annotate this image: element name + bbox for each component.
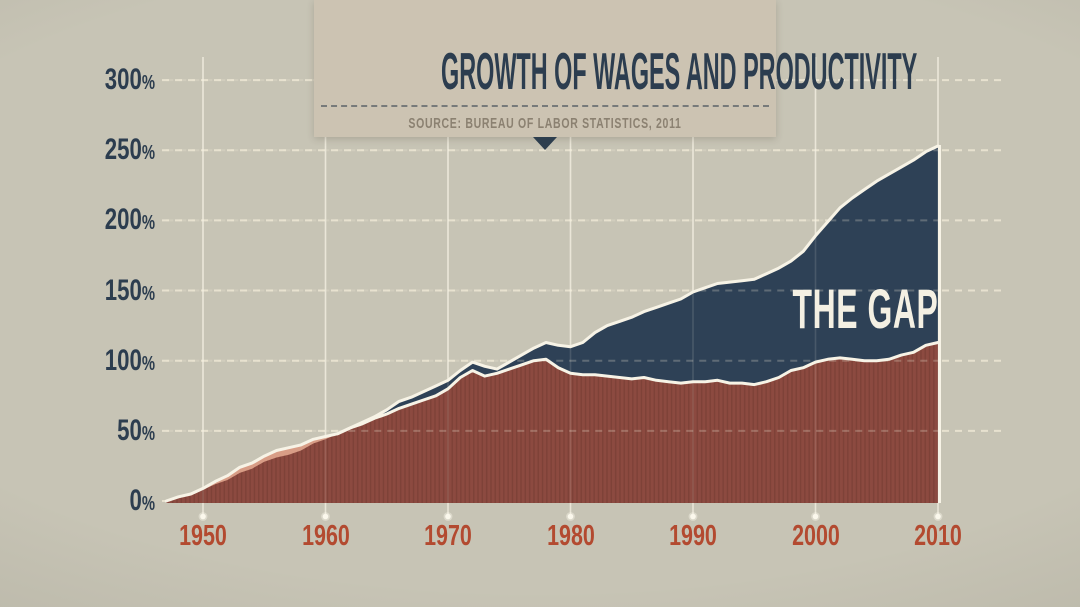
y-tick-label: 150% [104,273,155,307]
source-caption: SOURCE: BUREAU OF LABOR STATISTICS, 2011 [408,115,682,132]
y-tick-label: 250% [104,133,155,167]
chart-header: GROWTH OF WAGES AND PRODUCTIVITY SOURCE:… [314,0,918,150]
x-tick-label: 1980 [546,520,595,552]
x-tick-label: 1970 [424,520,472,552]
x-tick-label: 2000 [791,520,840,552]
x-tick-label: 1960 [301,520,350,552]
y-tick-label: 50% [117,413,155,447]
y-tick-label: 100% [104,343,155,377]
y-axis: 0% 50% 100% 150% 200% 250% 300% [0,0,155,607]
gap-annotation: THE GAP [792,277,939,340]
x-tick-label: 2010 [914,520,962,552]
title-underline [321,105,769,107]
x-tick-label: 1950 [179,520,227,552]
y-tick-label: 300% [104,63,155,97]
x-tick-label: 1990 [669,520,717,552]
y-tick-label: 200% [104,203,155,237]
chart-title: GROWTH OF WAGES AND PRODUCTIVITY [441,43,918,101]
y-tick-label: 0% [129,484,155,517]
header-pointer-triangle [533,137,557,150]
